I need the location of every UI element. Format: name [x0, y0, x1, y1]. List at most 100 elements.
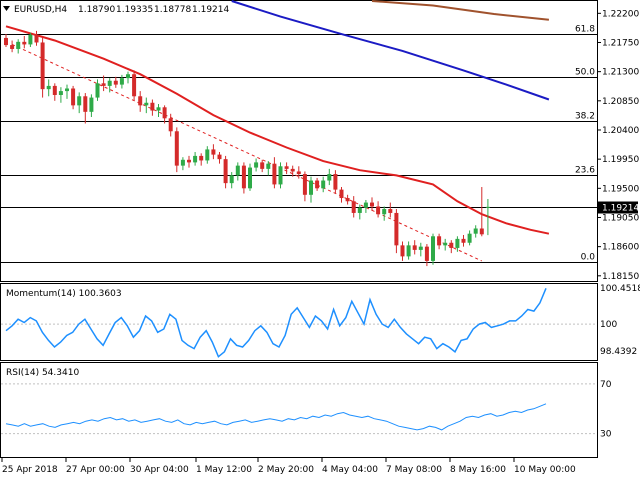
candle [266, 161, 271, 176]
candle-body [345, 198, 350, 202]
candle-body [138, 96, 143, 106]
candle-body [266, 163, 271, 169]
candle [193, 152, 198, 166]
price-panel-frame [0, 0, 598, 282]
candle [309, 176, 313, 203]
candle [290, 165, 295, 177]
current-price-tag [598, 201, 638, 214]
time-tick-label: 4 May 04:00 [322, 465, 378, 475]
candle [144, 97, 149, 114]
candle-body [473, 228, 478, 234]
low-value: 1.18778 [154, 5, 191, 15]
candle-body [284, 166, 289, 169]
candle [388, 202, 393, 218]
candle-body [223, 159, 228, 184]
candle [254, 158, 259, 172]
candle [107, 78, 112, 93]
candle [101, 75, 106, 92]
candle [235, 162, 240, 181]
candle-body [363, 202, 368, 208]
candle [223, 155, 228, 189]
candle [22, 36, 27, 49]
momentum-panel-frame [0, 283, 598, 361]
candle [473, 225, 478, 238]
moving-average-red [5, 25, 550, 235]
candle [449, 240, 454, 254]
candle-body [205, 149, 210, 161]
candle-body [119, 78, 124, 85]
candle-body [296, 171, 301, 175]
candle-body [199, 155, 204, 161]
candle-body [144, 102, 149, 106]
candle-body [65, 88, 69, 92]
candle-body [248, 167, 252, 189]
candle [52, 83, 57, 101]
candle-body [357, 207, 362, 213]
candle [363, 199, 368, 213]
momentum-line [5, 288, 547, 358]
candle-body [187, 159, 191, 163]
rsi-line [5, 403, 547, 431]
time-tick-label: 27 Apr 00:00 [66, 465, 125, 475]
candle [412, 240, 417, 255]
candle-body [418, 246, 423, 250]
candle [205, 146, 210, 164]
candle [479, 187, 484, 237]
fib-label: 61.8 [575, 25, 595, 35]
candle [241, 162, 246, 194]
candle [370, 197, 374, 211]
trendline-layer [11, 43, 483, 262]
momentum-indicator: 100.4518 100 98.4392 [1, 284, 640, 358]
candle-body [376, 206, 381, 215]
candle-body [162, 107, 167, 119]
candle-body [235, 165, 240, 176]
fibonacci-levels: 61.8 50.0 38.2 23.6 0.0 [1, 25, 597, 263]
dropdown-triangle-icon[interactable] [3, 6, 10, 11]
candle-body [40, 42, 45, 90]
candle [16, 39, 21, 54]
candle [260, 159, 265, 173]
price-tick-label: 1.22200 [602, 9, 639, 19]
candle [229, 172, 234, 189]
candle-body [461, 238, 466, 243]
candle-body [95, 83, 100, 98]
candle-body [254, 162, 259, 168]
candle-body [16, 41, 21, 49]
candle [248, 163, 252, 191]
candle-body [58, 91, 63, 95]
price-axis: 1.22200 1.21750 1.21300 1.20850 1.20400 1.199… [597, 9, 639, 282]
candle [126, 71, 130, 84]
candle-body [193, 155, 198, 163]
candle [284, 162, 289, 175]
time-axis: 25 Apr 2018 27 Apr 00:00 30 Apr 04:00 1 May… [1, 458, 576, 475]
candle-body [150, 102, 155, 111]
candle [467, 230, 472, 246]
candle [455, 236, 460, 252]
candle-body [431, 236, 435, 261]
candle-body [34, 34, 39, 43]
fib-label: 38.2 [575, 112, 595, 122]
candle-body [351, 201, 356, 213]
candle [217, 152, 222, 164]
candle [150, 99, 155, 116]
time-tick-label: 7 May 08:00 [386, 465, 442, 475]
candle-body [174, 131, 179, 166]
rsi-axis-label: 30 [600, 430, 612, 440]
candle [174, 127, 179, 173]
candle-body [479, 228, 484, 235]
candle-body [89, 97, 94, 112]
candle [327, 168, 332, 186]
price-tick-label: 1.18600 [602, 243, 639, 253]
moving-average-blue [231, 0, 550, 101]
candle-body [241, 165, 246, 189]
candle [77, 92, 82, 114]
candle [272, 157, 277, 189]
candle [132, 70, 137, 101]
candle-body [388, 209, 393, 213]
candle [357, 204, 362, 220]
price-tick-label: 1.21300 [602, 68, 639, 78]
candle-body [394, 212, 399, 246]
candle [10, 40, 15, 53]
candle [382, 206, 387, 221]
